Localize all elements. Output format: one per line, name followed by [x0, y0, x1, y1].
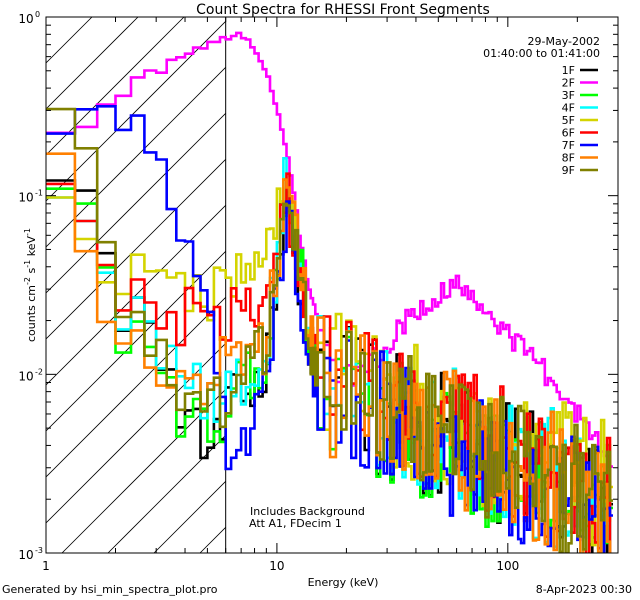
- x-tick-label: 100: [496, 559, 519, 573]
- series-line-8f: [46, 152, 612, 553]
- legend-label-4f: 4F: [562, 102, 575, 115]
- series-group: [46, 31, 613, 553]
- legend-label-3f: 3F: [562, 89, 575, 102]
- date-label: 29-May-2002: [528, 35, 600, 48]
- footer-timestamp: 8-Apr-2023 00:30: [535, 583, 632, 596]
- y-tick-label: 10: [18, 548, 33, 562]
- x-tick-label: 10: [269, 559, 284, 573]
- legend-label-6f: 6F: [562, 127, 575, 140]
- x-axis-label: Energy (keV): [308, 576, 379, 589]
- legend-label-9f: 9F: [562, 164, 575, 177]
- y-axis-label-exp1: -2: [23, 277, 32, 285]
- hatch-lines: [46, 17, 226, 553]
- footer-generated-by: Generated by hsi_min_spectra_plot.pro: [2, 583, 218, 596]
- x-tick-label: 1: [42, 559, 50, 573]
- plot-frame: [45, 16, 619, 554]
- y-axis-label-tail: keV: [25, 236, 38, 260]
- time-range-label: 01:40:00 to 01:41:00: [483, 47, 600, 60]
- y-axis-label-exp3: -1: [23, 228, 32, 236]
- series-line-9f: [46, 107, 613, 553]
- y-tick-label-exponent: 0: [35, 10, 40, 19]
- y-axis-label-main: counts cm: [25, 285, 38, 342]
- y-tick-label: 10: [18, 369, 33, 383]
- attenuator-hatch-region: [46, 17, 227, 553]
- legend-label-8f: 8F: [562, 152, 575, 165]
- legend-label-2f: 2F: [562, 77, 575, 90]
- y-tick-label: 10: [18, 191, 33, 205]
- y-tick-label-exponent: -2: [35, 367, 43, 376]
- attenuator-note: Att A1, FDecim 1: [249, 517, 342, 530]
- y-axis-label: counts cm-2 s-1 keV-1: [23, 228, 38, 342]
- chart-title: Count Spectra for RHESSI Front Segments: [196, 2, 490, 18]
- legend-label-1f: 1F: [562, 64, 575, 77]
- y-axis-label-exp2: -1: [23, 260, 32, 268]
- legend-label-5f: 5F: [562, 114, 575, 127]
- y-tick-label-exponent: -1: [35, 189, 43, 198]
- y-axis-label-mid: s: [25, 267, 38, 276]
- background-note: Includes Background: [250, 505, 365, 518]
- series-line-2f: [46, 31, 613, 468]
- y-tick-label: 10: [18, 12, 33, 26]
- y-tick-label-exponent: -3: [35, 546, 43, 555]
- legend-label-7f: 7F: [562, 139, 575, 152]
